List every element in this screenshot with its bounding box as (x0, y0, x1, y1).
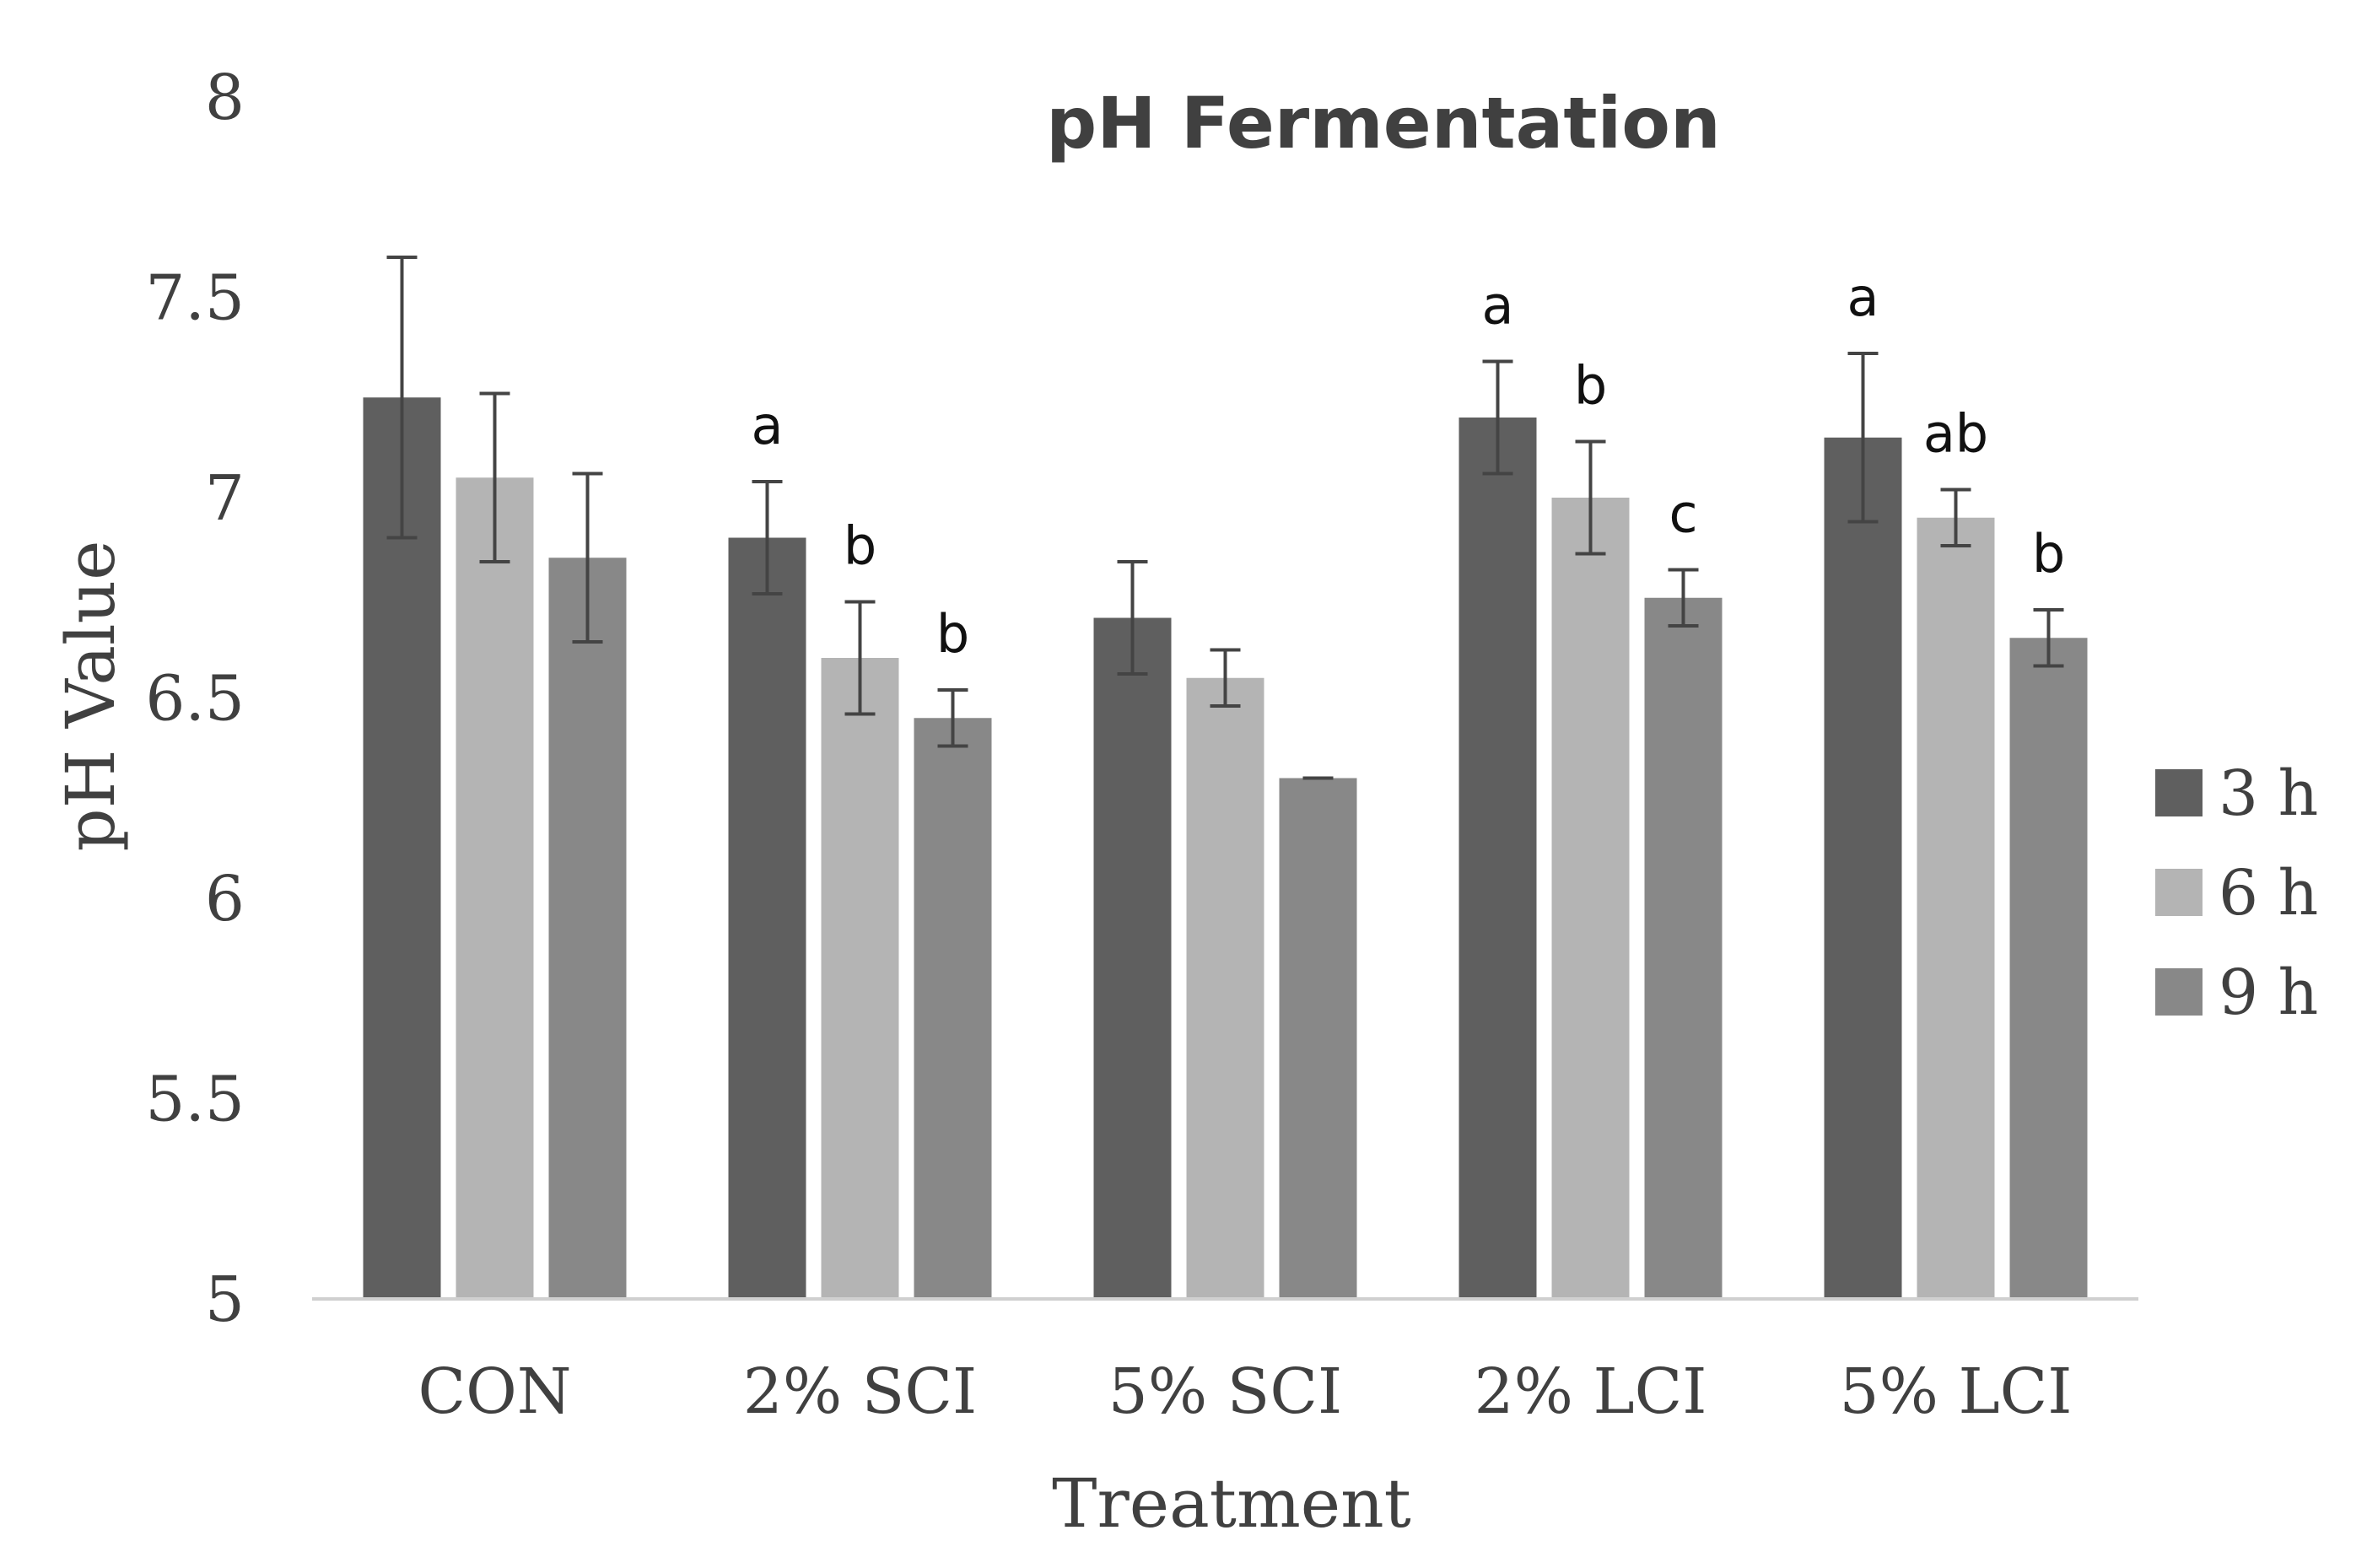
bar-3h-5SCI (1093, 617, 1172, 1299)
error-bar (1482, 359, 1513, 476)
error-bar (479, 391, 510, 563)
significance-label: b (844, 515, 876, 577)
legend-item-6h: 6 h (2155, 857, 2318, 929)
error-bar (386, 256, 418, 540)
error-bar (2033, 608, 2064, 668)
x-axis-ticks: CON 2% SCI 5% SCI 2% LCI 5% LCI (312, 1297, 2138, 1428)
error-bar (572, 471, 603, 644)
significance-label: c (1669, 483, 1697, 545)
legend-swatch (2155, 968, 2203, 1016)
x-tick-label: 2% LCI (1475, 1355, 1707, 1428)
error-bar (1575, 439, 1606, 556)
significance-label: b (2032, 523, 2065, 585)
error-bar (1210, 648, 1241, 708)
error-bar (1847, 352, 1879, 524)
y-tick-label: 6 (205, 863, 245, 935)
bar-6h-5LCI (1917, 517, 1995, 1299)
error-bar (1940, 488, 1971, 547)
y-tick-label: 5 (205, 1264, 245, 1336)
bar-6h-2SCI (821, 658, 899, 1299)
bar-9h-5LCI (2009, 638, 2088, 1299)
legend-label: 9 h (2219, 956, 2318, 1029)
significance-label: b (936, 603, 969, 665)
significance-label: a (752, 395, 784, 456)
y-tick-label: 6.5 (145, 663, 245, 736)
y-axis-label: pH Value (51, 541, 130, 852)
y-tick-label: 5.5 (145, 1064, 245, 1136)
bar-6h-CON (456, 477, 534, 1299)
x-tick-label: 5% SCI (1108, 1355, 1342, 1428)
error-bar (1668, 568, 1699, 628)
y-tick-label: 7.5 (145, 262, 245, 335)
legend-label: 6 h (2219, 857, 2318, 929)
significance-label: ab (1923, 403, 1988, 465)
bar-9h-CON (548, 558, 627, 1299)
error-bar (844, 600, 876, 716)
bar-3h-5LCI (1824, 437, 1902, 1299)
y-tick-label: 8 (205, 62, 245, 134)
error-bar (937, 688, 968, 748)
legend: 3 h 6 h 9 h (2155, 757, 2318, 1029)
bar-9h-2LCI (1644, 597, 1723, 1299)
y-axis-ticks: 5 5.5 6 6.5 7 7.5 8 (145, 62, 245, 1336)
bar-3h-2SCI (728, 537, 806, 1299)
legend-label: 3 h (2219, 757, 2318, 830)
bar-9h-2SCI (914, 718, 992, 1299)
significance-label: b (1574, 355, 1607, 417)
significance-label: a (1847, 267, 1879, 328)
legend-swatch (2155, 769, 2203, 816)
x-tick-label: CON (418, 1355, 571, 1428)
bar-6h-2LCI (1551, 498, 1630, 1299)
error-bar (1117, 560, 1148, 676)
chart-title: pH Fermentation (1046, 82, 1721, 164)
x-tick-label: 2% SCI (743, 1355, 977, 1428)
legend-swatch (2155, 869, 2203, 916)
significance-label: a (1482, 275, 1514, 337)
bar-3h-2LCI (1458, 418, 1537, 1299)
x-axis-label: Treatment (1052, 1464, 1411, 1543)
bar-6h-5SCI (1186, 677, 1264, 1299)
legend-item-9h: 9 h (2155, 956, 2318, 1029)
legend-item-3h: 3 h (2155, 757, 2318, 830)
x-tick-label: 5% LCI (1840, 1355, 2073, 1428)
bar-9h-5SCI (1279, 778, 1357, 1299)
error-bar (752, 480, 783, 595)
y-tick-label: 7 (205, 462, 245, 535)
bar-3h-CON (363, 397, 441, 1299)
